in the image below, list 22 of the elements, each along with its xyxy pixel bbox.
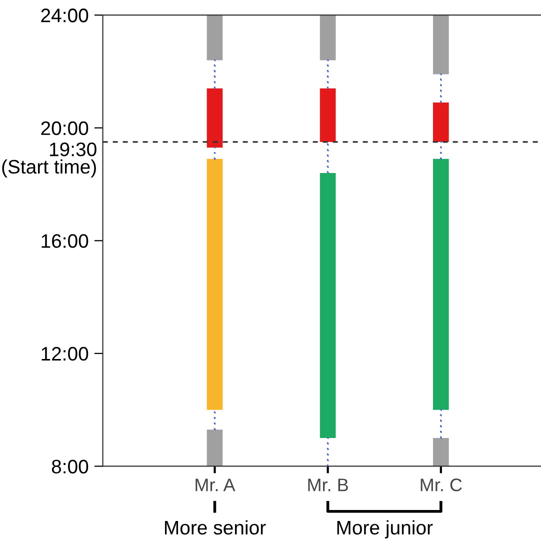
bar <box>433 158 449 410</box>
bar <box>206 430 223 466</box>
bar <box>206 15 223 60</box>
bar <box>320 172 336 438</box>
bar <box>206 88 223 148</box>
bar <box>433 102 449 142</box>
y-tick-label: 8:00 <box>52 460 88 474</box>
y-tick-label: 12:00 <box>42 346 88 361</box>
text: More senior <box>165 520 266 535</box>
x-tick-label: Mr. C <box>420 478 462 492</box>
x-tick-label: Mr. B <box>308 478 348 492</box>
y-tick-label: 16:00 <box>42 234 88 248</box>
y-tick-label: 24:00 <box>41 8 88 22</box>
bar <box>433 15 449 74</box>
bar <box>433 438 449 466</box>
bar <box>320 15 336 60</box>
ref-line-label: 19:30 (Start time) <box>2 142 96 178</box>
bar <box>206 158 223 410</box>
y-tick-label: 20:00 <box>41 121 88 136</box>
bar <box>320 88 336 142</box>
text: More junior <box>337 520 433 538</box>
x-tick-label: Mr. A <box>196 478 236 492</box>
